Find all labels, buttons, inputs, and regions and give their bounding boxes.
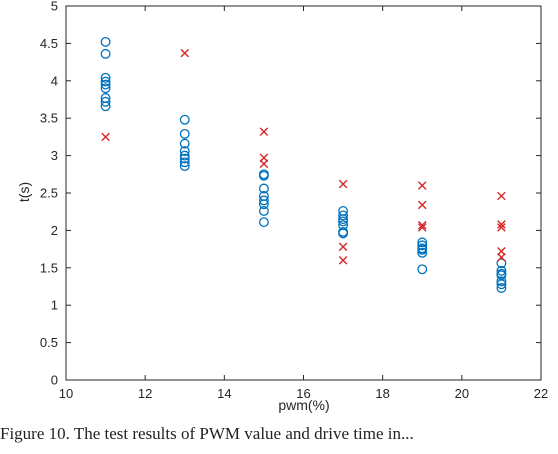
circle-point [258,195,269,206]
y-tick-label: 0.5 [40,335,58,350]
x-tick-label: 22 [534,386,548,401]
circle-point [258,199,269,210]
circle-point [100,36,111,47]
x-marker-point [417,181,427,190]
y-tick-label: 2.5 [40,186,58,201]
x-marker-point [417,200,427,210]
x-axis-label: pwm(%) [278,397,329,413]
circle-point [100,101,111,112]
circle-point [179,157,190,168]
y-tick-label: 2 [51,223,58,238]
circle-point [417,240,428,251]
x-tick-label: 16 [296,386,310,401]
circle-point [496,279,507,290]
circle-point [179,150,190,161]
circle-point [258,206,269,216]
circle-point [100,96,111,107]
x-tick-label: 18 [375,386,389,401]
x-marker-point [338,256,348,265]
circle-point [179,146,190,157]
y-axis-label: t(s) [16,182,32,202]
y-tick-label: 5 [51,0,58,14]
x-marker-point [497,191,506,201]
x-marker-point [497,223,506,232]
data-points [100,36,507,293]
circle-point [338,228,349,239]
circle-point [417,264,428,275]
circle-point [258,170,269,181]
y-tick-label: 0 [51,373,58,388]
circle-point [179,128,190,139]
x-axis-ticks: 10 12 14 16 18 20 22 [59,6,548,401]
x-marker-point [497,220,506,229]
y-axis-ticks: 0 0.5 1 1.5 2 2.5 3 3.5 4 4.5 5 [40,0,541,388]
y-tick-label: 4 [51,73,58,88]
x-tick-label: 14 [217,386,231,401]
circle-point [258,217,269,228]
circle-point [100,83,111,94]
circle-point [179,114,190,125]
circle-point [496,258,507,269]
x-marker-point [338,179,348,189]
x-marker-point [180,48,190,58]
circle-point [338,210,349,221]
x-marker-point [101,132,110,142]
circle-point [417,244,428,255]
x-marker-point [259,127,269,136]
circle-point [100,72,111,83]
circle-point [496,276,507,287]
x-marker-point [259,159,269,169]
y-tick-label: 4.5 [40,36,58,51]
circle-point [179,153,190,164]
circle-point [417,247,428,258]
y-tick-label: 3.5 [40,111,58,126]
y-tick-label: 1 [51,298,58,313]
plot-box [65,5,542,381]
circle-point [496,265,507,276]
circle-point [100,76,111,87]
figure-caption: Figure 10. The test results of PWM value… [0,424,414,443]
x-tick-label: 12 [138,386,152,401]
circle-point [496,283,507,293]
x-tick-label: 10 [59,386,73,401]
circle-point [100,48,111,59]
circle-point [417,237,428,248]
circle-point [179,161,190,172]
x-marker-point [338,242,348,252]
x-marker-point [417,220,427,230]
y-tick-label: 1.5 [40,260,58,275]
plot-area [65,5,542,381]
circle-point [338,216,349,227]
circle-point [100,79,111,90]
x-marker-point [497,253,506,262]
circle-point [258,183,269,194]
x-marker-point [417,223,427,232]
circle-point [179,138,190,149]
x-tick-label: 20 [455,386,469,401]
y-tick-label: 3 [51,148,58,163]
